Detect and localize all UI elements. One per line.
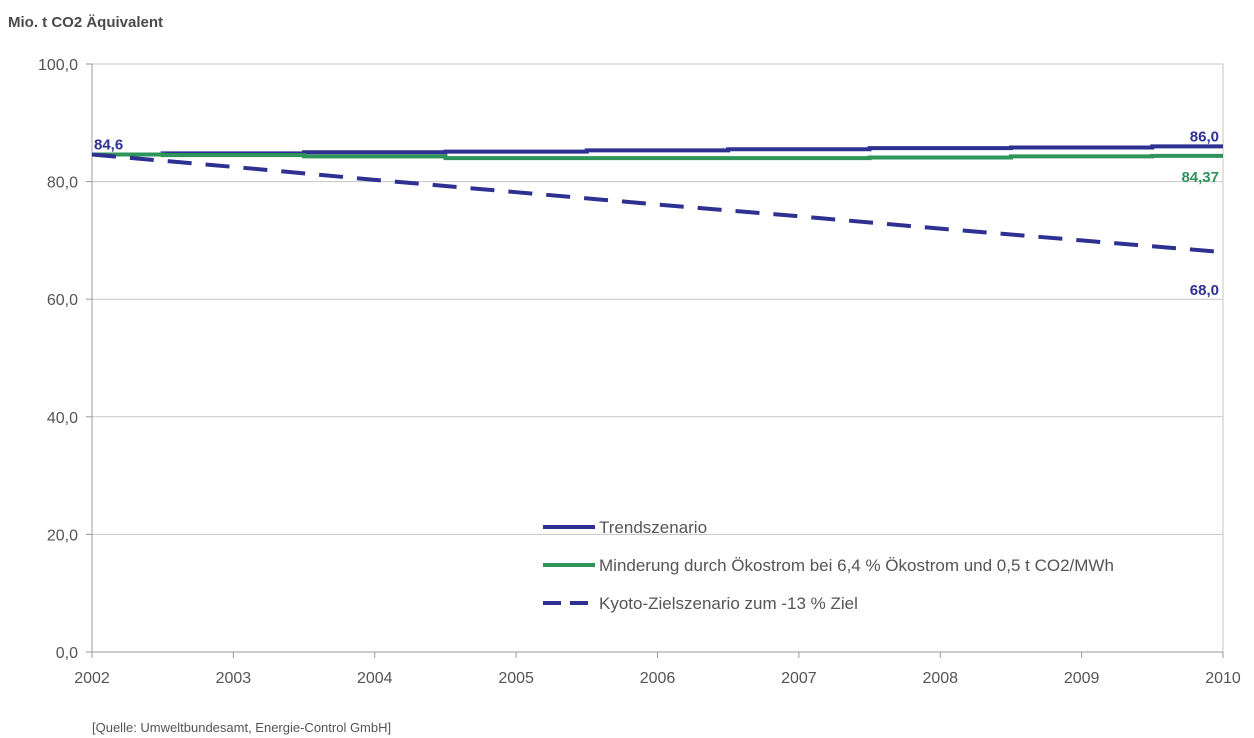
x-tick-label: 2005 [498, 670, 534, 687]
x-tick-label: 2003 [216, 670, 252, 687]
y-tick-label: 40,0 [47, 410, 78, 427]
series-line-kyoto [91, 152, 1224, 255]
x-tick-label: 2010 [1205, 670, 1241, 687]
y-tick-label: 20,0 [47, 527, 78, 544]
series-lines [91, 144, 1224, 255]
tick-labels: 0,0 20,0 40,0 60,0 80,0 100,0 2002 2003 2004 2005… [38, 57, 1241, 687]
y-axis-label: Mio. t CO2 Äquivalent [8, 14, 163, 31]
legend-label: Trendszenario [599, 518, 707, 537]
legend-label: Minderung durch Ökostrom bei 6,4 % Ökost… [599, 556, 1114, 575]
axes [86, 63, 1224, 658]
x-tick-label: 2006 [640, 670, 676, 687]
x-tick-label: 2009 [1064, 670, 1100, 687]
y-tick-label: 0,0 [56, 645, 78, 662]
y-tick-label: 80,0 [47, 175, 78, 192]
x-tick-label: 2002 [74, 670, 110, 687]
x-tick-label: 2004 [357, 670, 393, 687]
x-tick-label: 2008 [922, 670, 958, 687]
x-tick-label: 2007 [781, 670, 817, 687]
data-label: 84,37 [1181, 169, 1219, 186]
legend: Trendszenario Minderung durch Ökostrom be… [543, 518, 1114, 613]
series-line-oekostrom [92, 152, 1223, 161]
data-label: 84,6 [94, 137, 123, 154]
data-labels: 84,6 86,0 84,37 68,0 [94, 128, 1219, 299]
data-label: 68,0 [1190, 282, 1219, 299]
y-tick-label: 60,0 [47, 292, 78, 309]
legend-label: Kyoto-Zielszenario zum -13 % Ziel [599, 594, 858, 613]
source-note: [Quelle: Umweltbundesamt, Energie-Contro… [92, 720, 391, 735]
y-tick-label: 100,0 [38, 57, 78, 74]
data-label: 86,0 [1190, 128, 1219, 145]
